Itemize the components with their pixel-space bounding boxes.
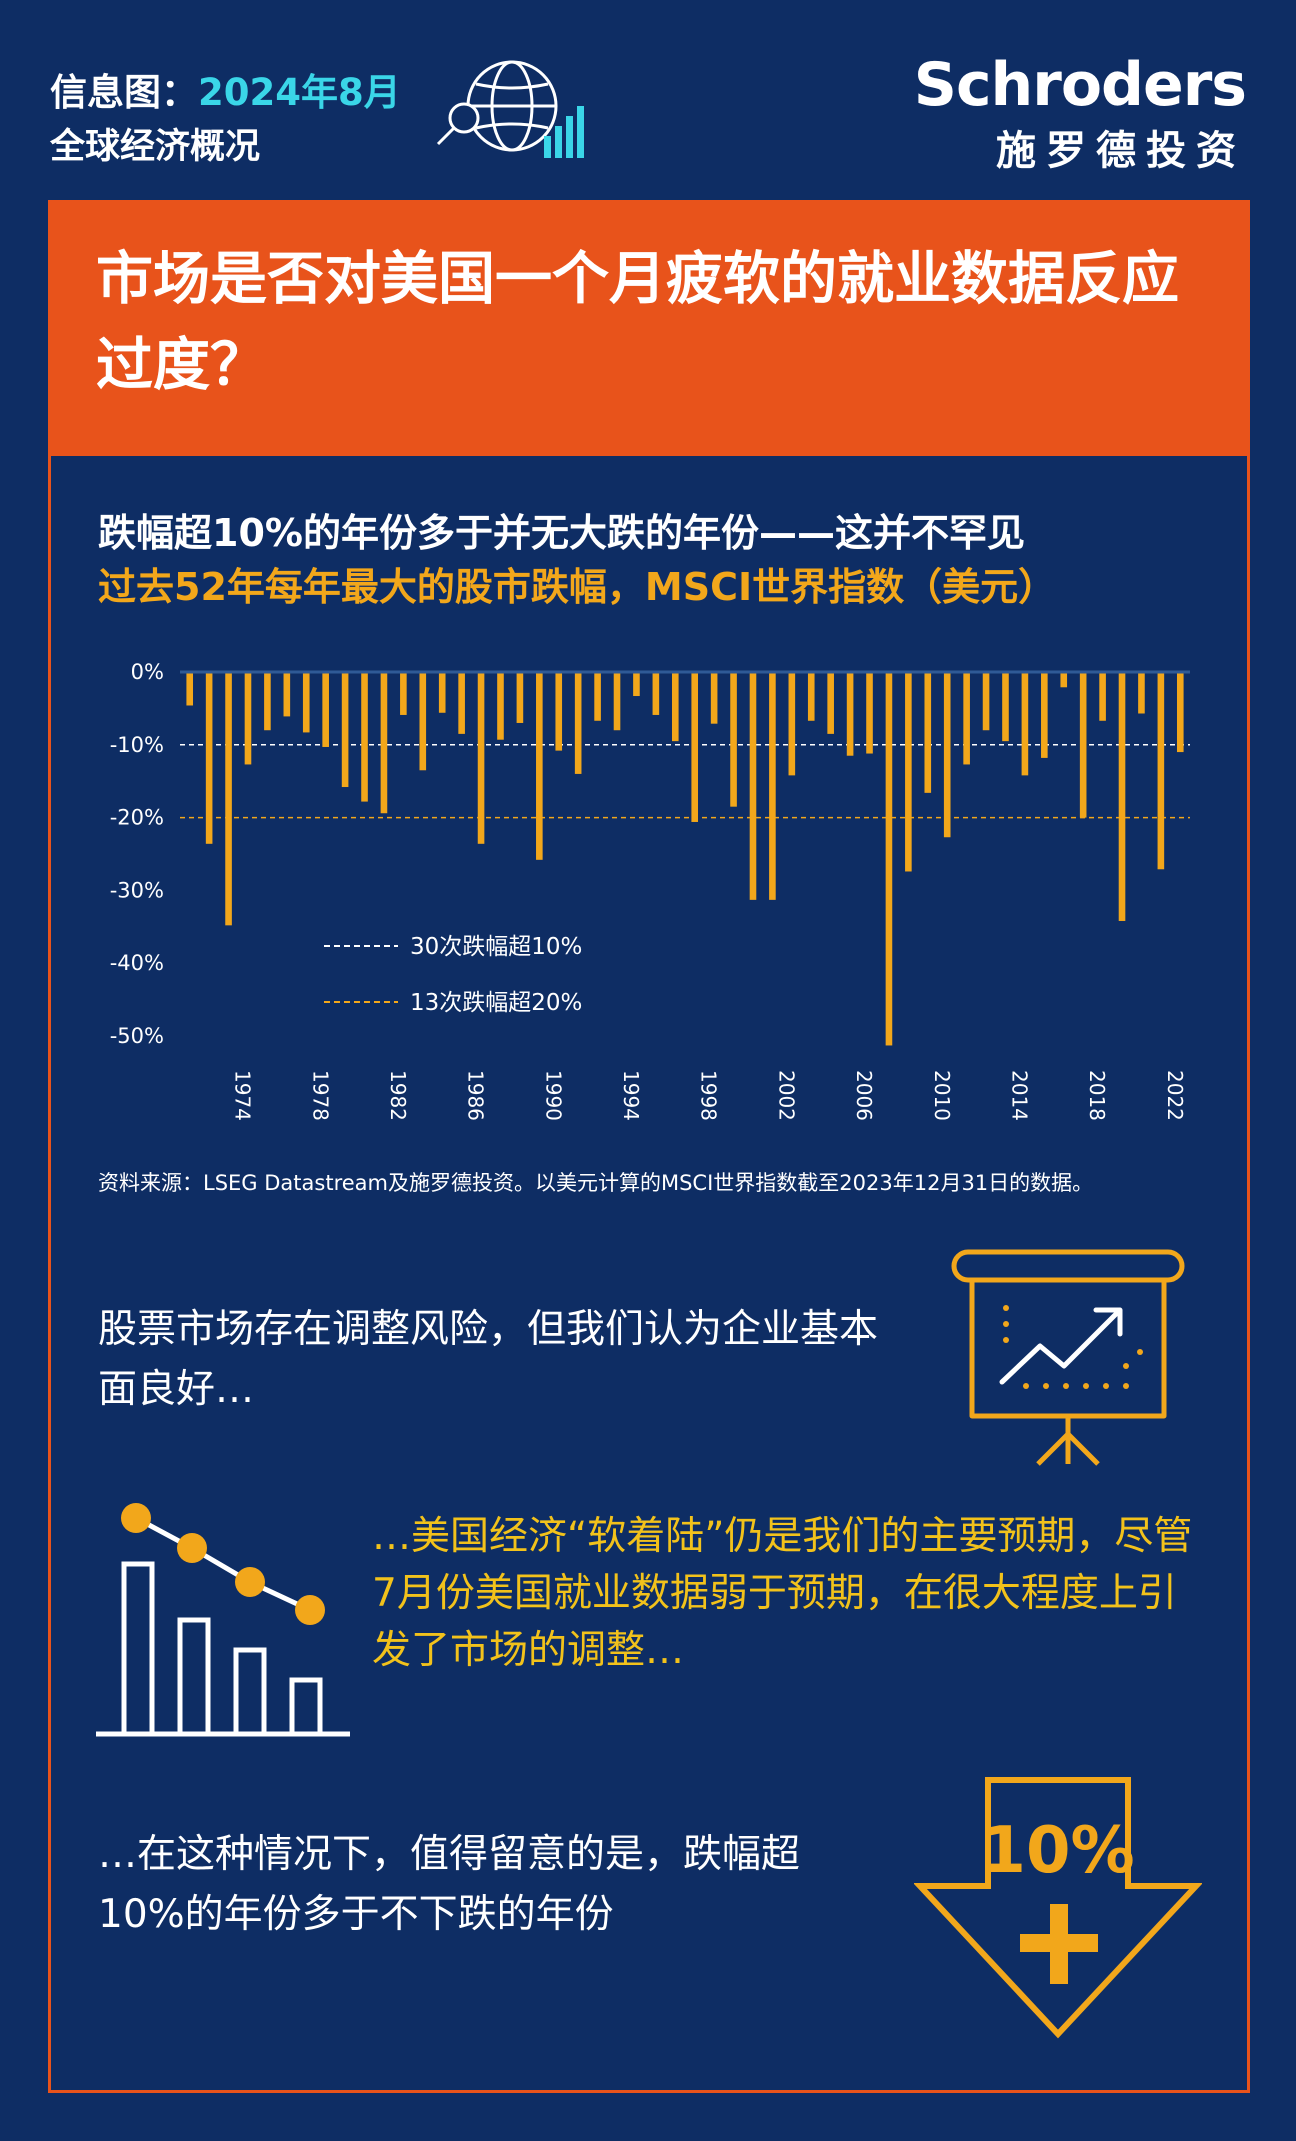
bar xyxy=(1157,672,1165,870)
y-tick-label: -10% xyxy=(110,733,164,757)
bar xyxy=(186,672,194,706)
bar xyxy=(205,672,213,844)
bar xyxy=(438,672,446,713)
bar xyxy=(1079,672,1087,818)
bar xyxy=(807,672,815,721)
bar xyxy=(1176,672,1184,753)
bar xyxy=(652,672,660,715)
bar xyxy=(419,672,427,771)
bar xyxy=(963,672,970,765)
x-tick-label: 1974 xyxy=(231,1070,255,1121)
bar xyxy=(361,672,368,802)
x-tick-label: 1994 xyxy=(619,1070,643,1121)
chart-heading: 跌幅超10%的年份多于并无大跌的年份——这并不罕见 xyxy=(98,511,1025,555)
bar xyxy=(730,672,737,807)
bar xyxy=(497,672,504,740)
x-tick-label: 2010 xyxy=(930,1070,954,1121)
presentation-board-icon xyxy=(951,1249,1185,1466)
brand-logo-chinese: 施罗德投资 xyxy=(996,128,1246,174)
bar xyxy=(225,672,232,926)
bar xyxy=(458,672,465,734)
bar xyxy=(943,672,951,838)
bar xyxy=(924,672,932,793)
bar xyxy=(1118,672,1126,921)
bar xyxy=(691,672,699,822)
x-tick-label: 1990 xyxy=(541,1070,565,1121)
x-tick-label: 2014 xyxy=(1007,1070,1031,1121)
x-tick-label: 2002 xyxy=(774,1070,798,1121)
bar xyxy=(555,672,563,751)
y-tick-label: 0% xyxy=(131,660,164,684)
bar xyxy=(788,672,796,776)
x-tick-label: 1982 xyxy=(386,1070,410,1121)
bar xyxy=(1138,672,1145,714)
paragraph-declines: …在这种情况下，值得留意的是，跌幅超10%的年份多于不下跌的年份 xyxy=(98,1832,801,1937)
legend-label: 13次跌幅超20% xyxy=(410,990,582,1016)
y-tick-label: -50% xyxy=(110,1024,164,1048)
paragraph-fundamentals: 股票市场存在调整风险，但我们认为企业基本面良好… xyxy=(98,1307,879,1412)
source-note: 资料来源：LSEG Datastream及施罗德投资。以美元计算的MSCI世界指… xyxy=(98,1171,1094,1195)
x-tick-label: 1978 xyxy=(308,1070,332,1121)
bar xyxy=(400,672,407,715)
declining-bars-icon xyxy=(96,1503,350,1737)
bar xyxy=(866,672,873,754)
bar xyxy=(536,672,543,860)
bar xyxy=(885,672,893,1046)
issue-date: 2024年8月 xyxy=(198,71,401,114)
bar xyxy=(516,672,524,723)
x-tick-label: 2022 xyxy=(1163,1070,1187,1121)
y-tick-label: -30% xyxy=(110,878,164,902)
y-tick-label: -40% xyxy=(110,951,164,975)
plus-icon xyxy=(1020,1904,1098,1984)
bar xyxy=(1099,672,1106,721)
title-banner xyxy=(51,203,1247,456)
bar xyxy=(671,672,679,742)
bar xyxy=(846,672,854,756)
infographic-label: 信息图：2024年8月 xyxy=(50,71,401,114)
globe-magnifier-icon xyxy=(436,60,584,158)
brand-logo-english: Schroders xyxy=(913,50,1247,120)
bar xyxy=(982,672,990,731)
drawdown-bar-chart: 0% -10% -20% -30% -40% -50% 1974 1978 1982 1986 19… xyxy=(110,660,1190,1121)
main-title: 市场是否对美国一个月疲软的就业数据反应过度？ xyxy=(96,246,1179,398)
bar xyxy=(322,672,329,747)
content-frame xyxy=(48,200,1250,2093)
bar xyxy=(244,672,252,765)
arrow-percent-label: 10% xyxy=(981,1814,1134,1888)
bar xyxy=(613,672,621,731)
bar xyxy=(633,672,640,697)
infographic-subtitle: 全球经济概况 xyxy=(50,127,261,167)
bar xyxy=(264,672,271,731)
bar xyxy=(1021,672,1029,776)
bar xyxy=(1041,672,1048,758)
bar xyxy=(574,672,582,774)
bar xyxy=(769,672,776,900)
y-tick-label: -20% xyxy=(110,806,164,830)
bar xyxy=(710,672,718,724)
bar xyxy=(827,672,834,734)
bar xyxy=(477,672,485,844)
x-tick-label: 1998 xyxy=(697,1070,721,1121)
bar xyxy=(283,672,291,717)
bar xyxy=(341,672,349,788)
bar xyxy=(1060,672,1068,688)
legend-label: 30次跌幅超10% xyxy=(410,934,582,960)
bar xyxy=(749,672,757,900)
down-arrow-icon: 10% xyxy=(914,1777,1202,2039)
paragraph-soft-landing: …美国经济“软着陆”仍是我们的主要预期，尽管7月份美国就业数据弱于预期，在很大程… xyxy=(372,1514,1193,1673)
chart-subheading: 过去52年每年最大的股市跌幅，MSCI世界指数（美元） xyxy=(98,565,1057,609)
bar xyxy=(905,672,912,872)
x-tick-label: 2006 xyxy=(852,1070,876,1121)
bar xyxy=(1002,672,1009,742)
x-tick-label: 2018 xyxy=(1085,1070,1109,1121)
bar xyxy=(302,672,310,733)
x-tick-label: 1986 xyxy=(464,1070,488,1121)
bar xyxy=(380,672,388,814)
bar xyxy=(594,672,601,721)
